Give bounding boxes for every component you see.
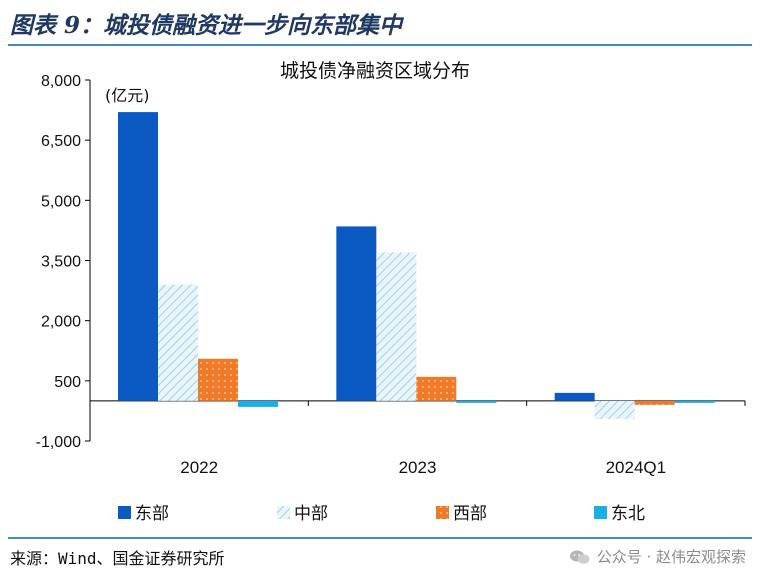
bar [674, 400, 715, 403]
x-tick-labels: 2022 2023 2024Q1 [180, 458, 666, 477]
legend-label: 中部 [294, 504, 328, 524]
source-note: 来源：Wind、国金证券研究所 [10, 549, 225, 568]
bar-chart: 城投债净融资区域分布 (亿元) 8,000 6,500 5,000 3,500 2,00… [36, 60, 746, 524]
bar [158, 284, 198, 401]
y-tick-label: 6,500 [41, 133, 81, 150]
legend-swatch [277, 506, 290, 519]
bar [198, 358, 238, 401]
bar [594, 400, 635, 419]
x-tick-label: 2023 [399, 458, 437, 477]
title-divider [8, 44, 752, 46]
x-tick-label: 2024Q1 [606, 458, 667, 477]
bar [416, 376, 457, 401]
footer-divider [8, 537, 752, 539]
x-tick-label: 2022 [180, 458, 218, 477]
y-tick-label: 8,000 [41, 73, 81, 90]
legend-swatch [436, 506, 449, 519]
legend-label: 西部 [453, 504, 487, 524]
legend-label: 东北 [611, 504, 645, 524]
y-tick-label: 5,000 [41, 193, 81, 210]
bar [456, 400, 497, 403]
legend-swatch [594, 506, 607, 519]
unit-label: (亿元) [105, 86, 150, 105]
chart-title: 城投债净融资区域分布 [280, 60, 470, 82]
y-tick-label: -1,000 [36, 434, 81, 451]
bar [336, 226, 377, 401]
figure-title: 图表 9：城投债融资进一步向东部集中 [10, 12, 403, 39]
legend-swatch [118, 506, 131, 519]
y-tick-label: 2,000 [41, 314, 81, 331]
y-tick-label: 500 [54, 374, 81, 391]
bar [238, 400, 278, 407]
wechat-icon [569, 549, 591, 565]
y-axis: 8,000 6,500 5,000 3,500 2,000 500 -1,000 [36, 73, 91, 451]
bars [118, 112, 715, 419]
watermark: 公众号 · 赵伟宏观探索 [569, 546, 746, 567]
bar [634, 400, 675, 405]
watermark-text: 公众号 · 赵伟宏观探索 [596, 548, 746, 566]
legend-label: 东部 [135, 504, 169, 524]
bar [118, 112, 158, 401]
y-tick-label: 3,500 [41, 254, 81, 271]
legend: 东部 中部 西部 东北 [118, 504, 645, 524]
bar [376, 252, 417, 401]
bar [554, 392, 595, 401]
